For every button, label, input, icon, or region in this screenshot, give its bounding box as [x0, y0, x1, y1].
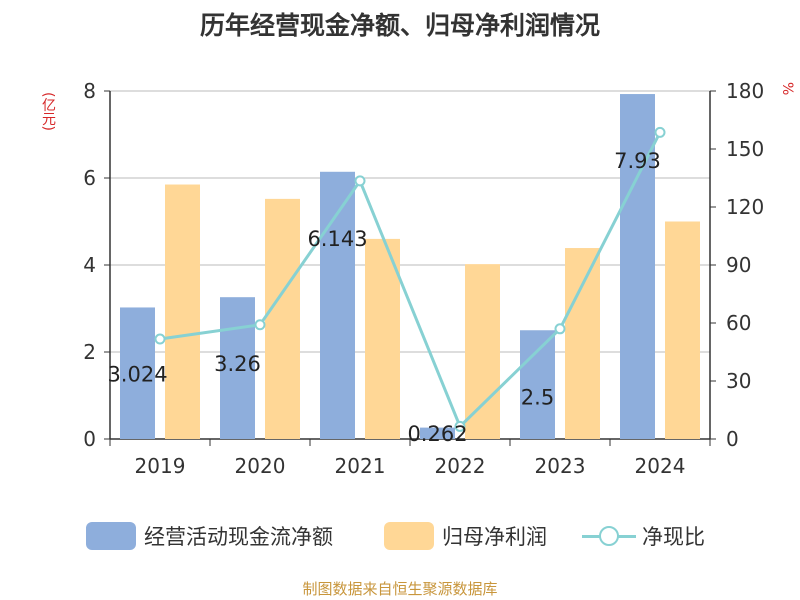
bar-cash-2021: [320, 171, 355, 440]
legend-swatch-profit: [384, 522, 434, 550]
bar-profit-2022: [465, 264, 500, 439]
right-axis-tick-label: 120: [726, 195, 764, 219]
left-axis-tick-label: 4: [83, 253, 96, 277]
bar-profit-2021: [365, 238, 400, 439]
legend-item-ratio[interactable]: 净现比: [582, 516, 705, 556]
left-axis-tick-label: 0: [83, 427, 96, 451]
x-axis-tick-label: 2022: [435, 454, 486, 478]
x-axis-tick-label: 2020: [235, 454, 286, 478]
right-axis-tick-label: 0: [726, 427, 739, 451]
line-ratio: [159, 131, 662, 430]
source-note: 制图数据来自恒生聚源数据库: [302, 580, 498, 598]
point-ratio-2024: [654, 126, 666, 138]
legend-swatch-cash: [86, 522, 136, 550]
bar-cash-2023: [520, 330, 555, 439]
right-axis-tick-label: 90: [726, 253, 751, 277]
bar-profit-2023: [565, 248, 600, 439]
left-axis-tick-label: 8: [83, 79, 96, 103]
legend-line-marker-icon: [582, 522, 636, 550]
data-label-cash-2024: 7.93: [614, 149, 661, 173]
legend-item-profit[interactable]: 归母净利润: [384, 516, 547, 556]
point-ratio-2019: [154, 333, 166, 345]
bar-cash-2019: [120, 307, 155, 439]
point-ratio-2023: [554, 323, 566, 335]
combo-chart: 0 2 4 6 8 0 30 60 90 120 150 180 2019 2020 2021 2022 202…: [83, 79, 764, 478]
legend-label-cash: 经营活动现金流净额: [144, 525, 333, 549]
data-label-cash-2023: 2.5: [521, 385, 554, 409]
x-axis-tick-label: 2024: [635, 454, 686, 478]
data-label-cash-2021: 6.143: [307, 227, 367, 251]
point-ratio-2021: [354, 175, 366, 187]
right-axis-tick-label: 180: [726, 79, 764, 103]
bar-cash-2020: [220, 297, 255, 439]
chart-title: 历年经营现金净额、归母净利润情况: [199, 11, 600, 40]
data-label-cash-2019: 3.024: [107, 362, 167, 386]
legend-label-ratio: 净现比: [642, 525, 705, 549]
legend-label-profit: 归母净利润: [442, 525, 547, 549]
right-axis-tick-label: 30: [726, 369, 751, 393]
data-label-cash-2020: 3.26: [214, 352, 261, 376]
right-axis-unit: %: [779, 82, 795, 96]
right-axis-tick-label: 150: [726, 137, 764, 161]
bar-cash-2022: [420, 427, 455, 439]
point-ratio-2022: [454, 420, 466, 432]
legend-item-cash[interactable]: 经营活动现金流净额: [86, 516, 333, 556]
x-axis-tick-label: 2023: [535, 454, 586, 478]
x-axis-tick-label: 2021: [335, 454, 386, 478]
bar-profit-2020: [265, 198, 300, 439]
bar-profit-2024: [665, 221, 700, 439]
left-axis-tick-label: 6: [83, 166, 96, 190]
legend: 经营活动现金流净额 归母净利润 净现比: [0, 516, 800, 556]
bar-cash-2024: [620, 94, 655, 440]
left-axis-unit: (亿元): [40, 92, 56, 131]
left-axis-tick-label: 2: [83, 340, 96, 364]
point-ratio-2020: [254, 319, 266, 331]
bar-profit-2019: [165, 184, 200, 439]
x-axis-tick-label: 2019: [135, 454, 186, 478]
right-axis-tick-label: 60: [726, 311, 751, 335]
data-label-cash-2022: 0.262: [407, 422, 467, 446]
